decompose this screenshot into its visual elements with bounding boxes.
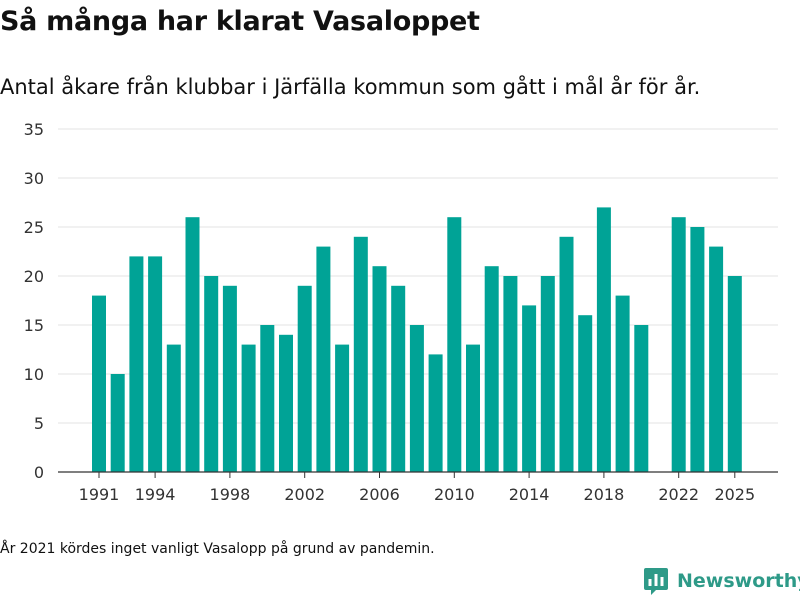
x-tick-label: 2025 [714,485,755,504]
bar-1995[interactable] [166,344,181,472]
y-tick-label: 20 [24,267,44,286]
bar-1999[interactable] [241,344,256,472]
y-tick-label: 10 [24,365,44,384]
y-tick-label: 15 [24,316,44,335]
bar-2024[interactable] [709,246,724,472]
y-tick-label: 5 [34,414,44,433]
bar-2010[interactable] [447,217,462,472]
bar-2022[interactable] [671,217,686,472]
bars [92,207,742,472]
bar-1993[interactable] [129,256,144,472]
bar-2005[interactable] [353,236,368,472]
x-tick-label: 2022 [658,485,699,504]
bar-1991[interactable] [92,295,106,472]
brand-name: Newsworthy [677,570,800,592]
bar-2009[interactable] [428,354,443,472]
bar-2000[interactable] [260,325,275,472]
bar-2012[interactable] [484,266,499,472]
newsworthy-logo-icon [644,568,668,595]
bar-2020[interactable] [634,325,649,472]
bar-2002[interactable] [297,285,312,472]
bar-2006[interactable] [372,266,387,472]
y-tick-label: 25 [24,218,44,237]
bar-2013[interactable] [503,276,518,472]
bar-2023[interactable] [690,227,705,472]
y-tick-label: 35 [24,120,44,139]
y-tick-label: 0 [34,463,44,482]
bar-2007[interactable] [391,285,406,472]
x-tick-label: 2002 [284,485,325,504]
bar-1992[interactable] [110,374,125,472]
bar-2019[interactable] [615,295,630,472]
bar-2004[interactable] [335,344,350,472]
bar-1994[interactable] [148,256,163,472]
bar-2003[interactable] [316,246,331,472]
x-tick-label: 1994 [135,485,176,504]
x-tick-label: 2006 [359,485,400,504]
bar-2008[interactable] [409,325,424,472]
bar-2014[interactable] [522,305,537,472]
brand-logo[interactable]: Newsworthy [643,566,800,596]
x-tick-label: 2014 [509,485,550,504]
y-tick-label: 30 [24,169,44,188]
bar-2017[interactable] [578,315,593,472]
x-tick-label: 2010 [434,485,475,504]
chart-title: Så många har klarat Vasaloppet [0,6,480,37]
bar-2018[interactable] [596,207,611,472]
bar-1998[interactable] [222,285,237,472]
bar-1997[interactable] [204,276,219,472]
x-tick-label: 1998 [210,485,251,504]
chart-subtitle: Antal åkare från klubbar i Järfälla komm… [0,75,701,99]
bar-1996[interactable] [185,217,200,472]
x-tick-label: 2018 [584,485,625,504]
bar-2001[interactable] [279,334,293,472]
bar-2016[interactable] [559,236,574,472]
bar-2011[interactable] [466,344,480,472]
bar-2025[interactable] [727,276,742,472]
x-tick-label: 1991 [79,485,120,504]
footnote: År 2021 kördes inget vanligt Vasalopp på… [0,541,435,557]
bar-2015[interactable] [540,276,555,472]
